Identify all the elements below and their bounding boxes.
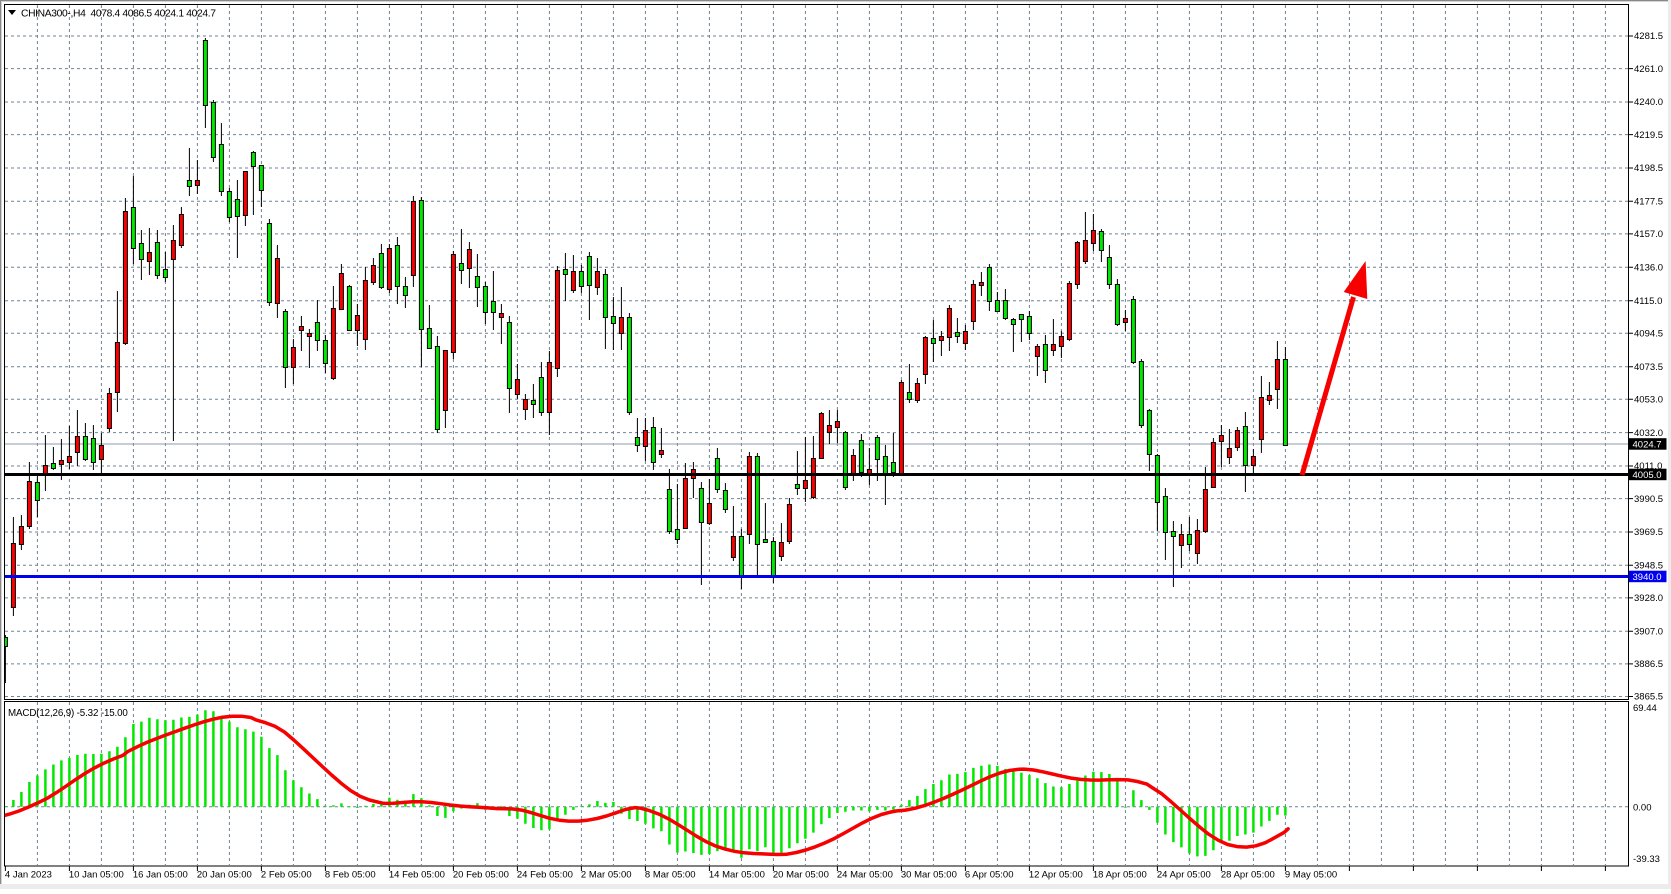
svg-text:4177.5: 4177.5 [1634,197,1663,208]
svg-text:3990.5: 3990.5 [1634,494,1663,505]
svg-text:8 Feb 05:00: 8 Feb 05:00 [325,870,376,881]
svg-text:24 Mar 05:00: 24 Mar 05:00 [837,870,893,881]
svg-text:3865.5: 3865.5 [1634,692,1663,703]
svg-text:4115.0: 4115.0 [1634,296,1662,307]
svg-text:30 Mar 05:00: 30 Mar 05:00 [901,870,957,881]
svg-text:4024.7: 4024.7 [1633,439,1662,450]
svg-text:4005.0: 4005.0 [1633,470,1662,481]
svg-text:3940.0: 3940.0 [1633,572,1662,583]
svg-text:6 Apr 05:00: 6 Apr 05:00 [965,870,1014,881]
svg-text:4053.0: 4053.0 [1634,394,1663,405]
svg-text:3907.0: 3907.0 [1634,627,1663,638]
svg-text:0.00: 0.00 [1633,803,1652,814]
svg-text:14 Mar 05:00: 14 Mar 05:00 [709,870,765,881]
svg-text:-39.33: -39.33 [1633,854,1660,865]
svg-text:20 Jan 05:00: 20 Jan 05:00 [197,870,252,881]
svg-text:2 Feb 05:00: 2 Feb 05:00 [261,870,312,881]
svg-text:14 Feb 05:00: 14 Feb 05:00 [389,870,445,881]
svg-text:28 Apr 05:00: 28 Apr 05:00 [1221,870,1275,881]
svg-text:4136.0: 4136.0 [1634,263,1663,274]
svg-text:4094.5: 4094.5 [1634,329,1663,340]
svg-text:3969.5: 3969.5 [1634,527,1663,538]
svg-text:4 Jan 2023: 4 Jan 2023 [5,870,52,881]
svg-text:3948.5: 3948.5 [1634,561,1663,572]
svg-text:3928.0: 3928.0 [1634,593,1663,604]
svg-text:9 May 05:00: 9 May 05:00 [1285,870,1337,881]
svg-text:12 Apr 05:00: 12 Apr 05:00 [1029,870,1083,881]
svg-text:4261.0: 4261.0 [1634,64,1663,75]
svg-text:3886.5: 3886.5 [1634,659,1663,670]
svg-text:CHINA300-,H4 4078.4 4086.5 40: CHINA300-,H4 4078.4 4086.5 4024.1 4024.7 [21,9,216,20]
svg-text:4032.0: 4032.0 [1634,428,1663,439]
svg-text:4281.5: 4281.5 [1634,31,1663,42]
svg-text:24 Apr 05:00: 24 Apr 05:00 [1157,870,1211,881]
svg-text:4073.5: 4073.5 [1634,362,1663,373]
svg-text:69.44: 69.44 [1633,703,1657,714]
svg-text:4011.0: 4011.0 [1634,461,1662,472]
svg-text:18 Apr 05:00: 18 Apr 05:00 [1093,870,1147,881]
svg-text:16 Jan 05:00: 16 Jan 05:00 [133,870,188,881]
svg-text:20 Mar 05:00: 20 Mar 05:00 [773,870,829,881]
svg-text:8 Mar 05:00: 8 Mar 05:00 [645,870,696,881]
svg-text:10 Jan 05:00: 10 Jan 05:00 [69,870,124,881]
svg-text:20 Feb 05:00: 20 Feb 05:00 [453,870,509,881]
svg-text:24 Feb 05:00: 24 Feb 05:00 [517,870,573,881]
svg-text:4240.0: 4240.0 [1634,97,1663,108]
svg-text:4219.5: 4219.5 [1634,130,1663,141]
svg-text:4157.0: 4157.0 [1634,229,1663,240]
svg-text:4198.5: 4198.5 [1634,163,1663,174]
svg-text:2 Mar 05:00: 2 Mar 05:00 [581,870,632,881]
svg-text:MACD(12,26,9) -5.32 -15.00: MACD(12,26,9) -5.32 -15.00 [8,708,128,719]
